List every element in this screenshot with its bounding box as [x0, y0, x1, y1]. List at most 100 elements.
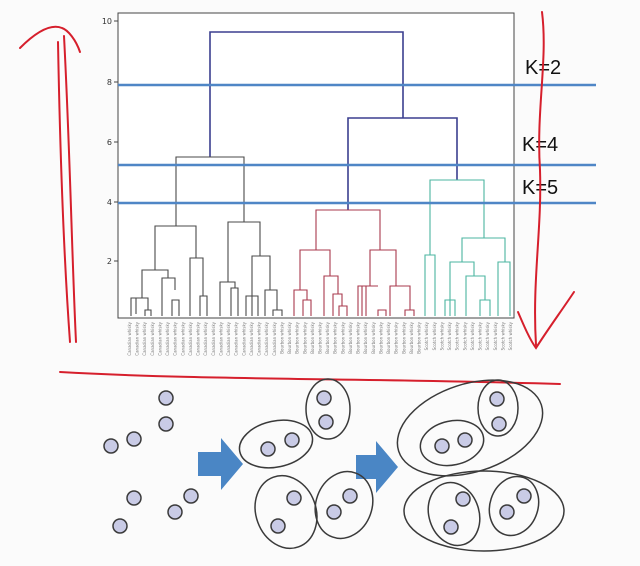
y-tick-label: 2 — [107, 257, 112, 266]
leaf-label: Bourbon whisky — [356, 321, 361, 353]
leaf-label: Canadian whisky — [127, 321, 132, 355]
data-point — [103, 438, 119, 454]
dendrogram-cluster-c — [424, 179, 511, 316]
leaf-label: Canadian whisky — [226, 321, 231, 355]
up-arrow-stroke-right — [63, 35, 77, 343]
leaf-label: Canadian whisky — [135, 321, 140, 355]
dendrogram-cluster-a — [130, 156, 283, 316]
data-point — [158, 416, 174, 432]
leaf-label: Bourbon whisky — [333, 321, 338, 353]
leaf-label: Scotch whisky — [485, 321, 490, 350]
leaf-label: Scotch whisky — [455, 321, 460, 350]
cluster-ellipse — [314, 470, 374, 540]
leaf-label: Canadian whisky — [157, 321, 162, 355]
stage2-clusters — [238, 378, 374, 550]
stage3-clusters — [396, 379, 565, 552]
divider-stroke — [59, 371, 561, 385]
data-point — [342, 488, 358, 504]
leaf-label: Scotch whisky — [462, 321, 467, 350]
data-point — [489, 391, 505, 407]
data-point — [112, 518, 128, 534]
data-point — [434, 438, 450, 454]
leaf-label: Scotch whisky — [470, 321, 475, 350]
leaf-label: Bourbon whisky — [417, 321, 422, 353]
leaf-label: Canadian whisky — [196, 321, 201, 355]
leaf-label: Bourbon whisky — [363, 321, 368, 353]
leaf-label: Bourbon whisky — [386, 321, 391, 353]
up-arrow-head — [19, 25, 81, 53]
leaf-label: Canadian whisky — [257, 321, 262, 355]
leaf-label: Bourbon whisky — [401, 321, 406, 353]
leaf-label: Bourbon whisky — [348, 321, 353, 353]
cluster-ellipse — [305, 378, 351, 440]
leaf-label: Scotch whisky — [439, 321, 444, 350]
data-point — [499, 504, 515, 520]
cluster-ellipse — [477, 379, 519, 437]
leaf-label: Canadian whisky — [241, 321, 246, 355]
leaf-label: Bourbon whisky — [378, 321, 383, 353]
root-merge-link — [209, 31, 404, 157]
leaf-label: Bourbon whisky — [279, 321, 284, 353]
y-tick-label: 10 — [102, 17, 112, 26]
data-point — [326, 504, 342, 520]
data-point — [318, 414, 334, 430]
cluster-ellipse — [488, 475, 540, 537]
data-point — [516, 488, 532, 504]
leaf-label: Canadian whisky — [188, 321, 193, 355]
cluster-ellipse — [238, 419, 314, 469]
cut-lines: K=2 K=4 K=5 — [118, 57, 596, 205]
cluster-ellipse — [419, 419, 485, 467]
leaf-label: Canadian whisky — [211, 321, 216, 355]
cluster-ellipse — [403, 470, 565, 552]
right-arrow-icon — [356, 441, 398, 493]
leaf-label: Bourbon whisky — [325, 321, 330, 353]
y-axis: 2 4 6 8 10 — [102, 17, 118, 266]
leaf-label: Canadian whisky — [203, 321, 208, 355]
leaf-labels: Canadian whisky Canadian whisky Canadian w… — [127, 321, 513, 355]
leaf-label: Bourbon whisky — [340, 321, 345, 353]
data-point — [167, 504, 183, 520]
leaf-label: Canadian whisky — [249, 321, 254, 355]
data-point — [457, 432, 473, 448]
down-arrow-head — [517, 291, 575, 350]
y-tick-label: 4 — [107, 198, 112, 207]
leaf-label: Canadian whisky — [264, 321, 269, 355]
data-point — [260, 441, 276, 457]
leaf-label: Bourbon whisky — [371, 321, 376, 353]
leaf-label: Bourbon whisky — [409, 321, 414, 353]
leaf-label: Scotch whisky — [500, 321, 505, 350]
leaf-label: Bourbon whisky — [310, 321, 315, 353]
cluster-ellipse — [396, 379, 544, 477]
cluster-ellipse — [427, 481, 481, 547]
data-point — [270, 518, 286, 534]
leaf-label: Canadian whisky — [180, 321, 185, 355]
data-point — [284, 432, 300, 448]
y-tick-label: 6 — [107, 138, 112, 147]
leaf-label: Canadian whisky — [165, 321, 170, 355]
data-point — [316, 390, 332, 406]
cluster-ellipse — [254, 474, 318, 550]
leaf-label: Bourbon whisky — [287, 321, 292, 353]
leaf-label: Bourbon whisky — [318, 321, 323, 353]
y-tick-label: 8 — [107, 78, 112, 87]
data-point — [158, 390, 174, 406]
leaf-label: Canadian whisky — [272, 321, 277, 355]
leaf-label: Canadian whisky — [218, 321, 223, 355]
leaf-label: Scotch whisky — [508, 321, 513, 350]
data-point — [286, 490, 302, 506]
stage-arrows — [198, 438, 398, 493]
dendrogram-cluster-b — [293, 209, 415, 316]
leaf-label: Scotch whisky — [493, 321, 498, 350]
leaf-label: Scotch whisky — [432, 321, 437, 350]
leaf-label: Canadian whisky — [150, 321, 155, 355]
leaf-label: Scotch whisky — [447, 321, 452, 350]
data-point — [183, 488, 199, 504]
hand-annotations — [19, 11, 575, 385]
leaf-label: Canadian whisky — [173, 321, 178, 355]
down-arrow-shaft — [534, 11, 545, 346]
leaf-label: Bourbon whisky — [302, 321, 307, 353]
stage1-points — [103, 390, 199, 534]
leaf-label: Bourbon whisky — [295, 321, 300, 353]
